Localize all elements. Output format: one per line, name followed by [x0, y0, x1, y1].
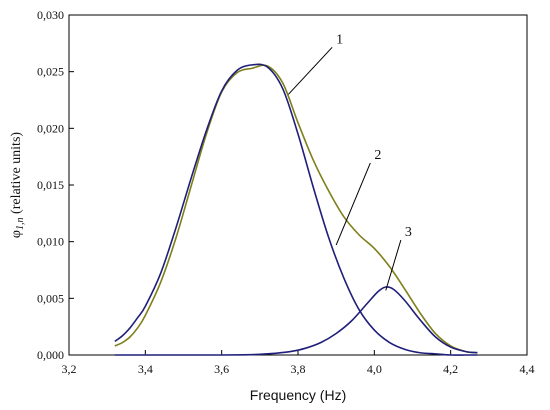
x-axis-title: Frequency (Hz) [250, 387, 346, 403]
series-line-1 [114, 64, 478, 354]
y-axis: 0,000 0,005 0,010 0,015 0,020 0,025 0,030 [37, 8, 74, 362]
y-axis-title-rest: (relative units) [9, 132, 24, 218]
annotation-label-3: 3 [405, 225, 412, 240]
annotation-label-1: 1 [336, 32, 343, 47]
y-axis-title: φ1,n (relative units) [9, 132, 26, 238]
x-tick-label: 4,2 [443, 362, 458, 376]
y-tick-label: 0,000 [37, 348, 64, 362]
series-line-2 [114, 63, 478, 356]
plot-frame [68, 14, 528, 356]
x-tick-label: 3,8 [291, 362, 306, 376]
x-axis: 3,2 3,4 3,6 3,8 4,0 4,2 4,4 [62, 350, 535, 376]
x-tick-label: 4,4 [520, 362, 535, 376]
x-tick-label: 3,2 [62, 362, 77, 376]
x-tick-label: 3,4 [138, 362, 153, 376]
annotation-leader-2 [335, 162, 371, 246]
annotation-leader-3 [385, 239, 402, 291]
x-tick-label: 3,6 [214, 362, 229, 376]
series-group [114, 63, 478, 356]
y-tick-label: 0,030 [37, 8, 64, 22]
annotation-label-2: 2 [374, 148, 381, 163]
y-tick-label: 0,025 [37, 65, 64, 79]
annotations-group: 1 2 3 [288, 32, 412, 291]
y-axis-title-subscript: 1,n [15, 217, 26, 230]
series-line-3 [114, 286, 478, 356]
y-tick-label: 0,020 [37, 121, 64, 135]
y-tick-label: 0,010 [37, 235, 64, 249]
y-tick-label: 0,005 [37, 291, 64, 305]
y-tick-label: 0,015 [37, 178, 64, 192]
x-tick-label: 4,0 [367, 362, 382, 376]
y-axis-title-symbol: φ [9, 230, 24, 238]
annotation-leader-1 [288, 46, 333, 95]
